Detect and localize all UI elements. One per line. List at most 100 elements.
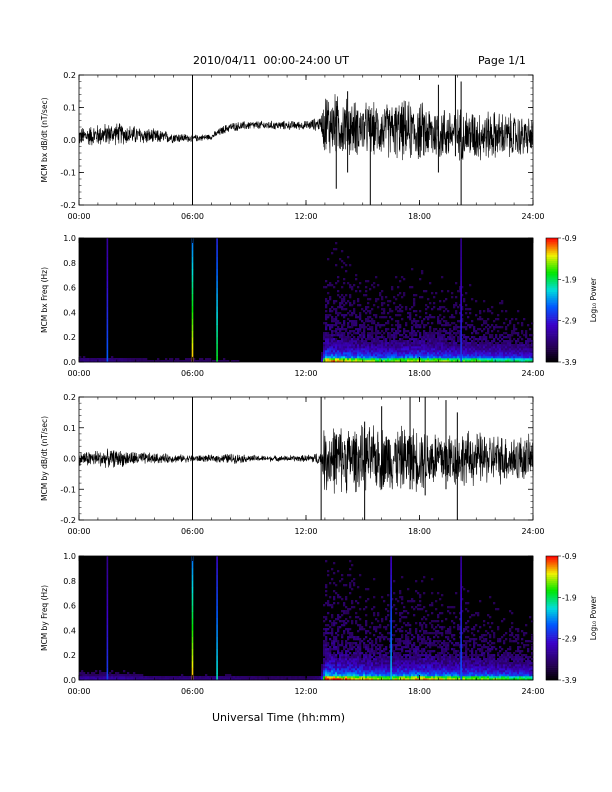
heatmap-cell	[323, 352, 326, 355]
heatmap-cell	[365, 320, 368, 323]
heatmap-cell	[363, 656, 366, 659]
heatmap-cell	[497, 318, 500, 321]
heatmap-cell	[401, 668, 404, 671]
heatmap-cell	[377, 662, 380, 665]
heatmap-cell	[339, 340, 342, 343]
heatmap-cell	[493, 672, 496, 675]
heatmap-cell	[417, 320, 420, 323]
heatmap-cell	[137, 358, 140, 361]
heatmap-cell	[391, 666, 394, 669]
heatmap-cell	[217, 676, 220, 679]
heatmap-cell	[359, 354, 362, 357]
heatmap-cell	[429, 282, 432, 285]
heatmap-cell	[389, 338, 392, 341]
heatmap-cell	[189, 678, 192, 681]
heatmap-cell	[471, 358, 474, 361]
heatmap-cell	[457, 666, 460, 669]
heatmap-cell	[507, 340, 510, 343]
heatmap-cell	[451, 360, 454, 363]
heatmap-cell	[377, 330, 380, 333]
heatmap-cell	[395, 630, 398, 633]
heatmap-cell	[501, 668, 504, 671]
heatmap-cell	[485, 344, 488, 347]
heatmap-cell	[419, 642, 422, 645]
heatmap-cell	[411, 644, 414, 647]
heatmap-cell	[405, 360, 408, 363]
heatmap-cell	[423, 668, 426, 671]
heatmap-cell	[483, 624, 486, 627]
heatmap-cell	[517, 346, 520, 349]
heatmap-cell	[461, 668, 464, 671]
heatmap-cell	[181, 676, 184, 679]
heatmap-cell	[379, 624, 382, 627]
heatmap-cell	[375, 668, 378, 671]
heatmap-cell	[385, 626, 388, 629]
heatmap-cell	[503, 356, 506, 359]
heatmap-cell	[365, 606, 368, 609]
heatmap-cell	[373, 644, 376, 647]
heatmap-cell	[451, 314, 454, 317]
heatmap-cell	[159, 678, 162, 681]
heatmap-cell	[359, 358, 362, 361]
heatmap-cell	[193, 678, 196, 681]
heatmap-cell	[473, 626, 476, 629]
heatmap-vertical-line	[191, 300, 194, 307]
heatmap-cell	[345, 328, 348, 331]
heatmap-cell	[181, 360, 184, 363]
heatmap-cell	[467, 356, 470, 359]
heatmap-cell	[487, 340, 490, 343]
heatmap-cell	[373, 626, 376, 629]
heatmap-cell	[405, 352, 408, 355]
heatmap-cell	[455, 676, 458, 679]
heatmap-cell	[413, 652, 416, 655]
heatmap-cell	[347, 318, 350, 321]
heatmap-cell	[375, 648, 378, 651]
heatmap-cell	[323, 342, 326, 345]
heatmap-cell	[347, 654, 350, 657]
heatmap-cell	[411, 666, 414, 669]
heatmap-cell	[399, 620, 402, 623]
heatmap-cell	[399, 638, 402, 641]
heatmap-cell	[423, 344, 426, 347]
heatmap-cell	[321, 676, 324, 679]
heatmap-cell	[381, 296, 384, 299]
heatmap-cell	[501, 348, 504, 351]
heatmap-cell	[457, 626, 460, 629]
heatmap-cell	[411, 342, 414, 345]
heatmap-cell	[137, 360, 140, 363]
heatmap-cell	[367, 660, 370, 663]
heatmap-cell	[507, 342, 510, 345]
heatmap-cell	[395, 674, 398, 677]
heatmap-cell	[451, 670, 454, 673]
heatmap-vertical-line	[191, 306, 194, 313]
heatmap-cell	[441, 634, 444, 637]
heatmap-cell	[373, 650, 376, 653]
heatmap-cell	[465, 350, 468, 353]
heatmap-cell	[81, 674, 84, 677]
heatmap-cell	[353, 344, 356, 347]
heatmap-cell	[353, 668, 356, 671]
heatmap-cell	[453, 336, 456, 339]
heatmap-cell	[525, 336, 528, 339]
heatmap-cell	[401, 576, 404, 579]
heatmap-cell	[433, 672, 436, 675]
heatmap-cell	[373, 286, 376, 289]
heatmap-cell	[333, 354, 336, 357]
heatmap-cell	[525, 356, 528, 359]
heatmap-cell	[453, 644, 456, 647]
heatmap-vertical-line	[460, 244, 462, 251]
heatmap-cell	[381, 662, 384, 665]
heatmap-cell	[323, 652, 326, 655]
heatmap-cell	[343, 342, 346, 345]
heatmap-cell	[411, 330, 414, 333]
heatmap-cell	[99, 674, 102, 677]
heatmap-cell	[431, 352, 434, 355]
heatmap-cell	[333, 648, 336, 651]
heatmap-cell	[441, 646, 444, 649]
heatmap-cell	[389, 666, 392, 669]
heatmap-cell	[469, 660, 472, 663]
heatmap-cell	[351, 342, 354, 345]
heatmap-cell	[91, 676, 94, 679]
heatmap-cell	[497, 658, 500, 661]
heatmap-cell	[415, 632, 418, 635]
